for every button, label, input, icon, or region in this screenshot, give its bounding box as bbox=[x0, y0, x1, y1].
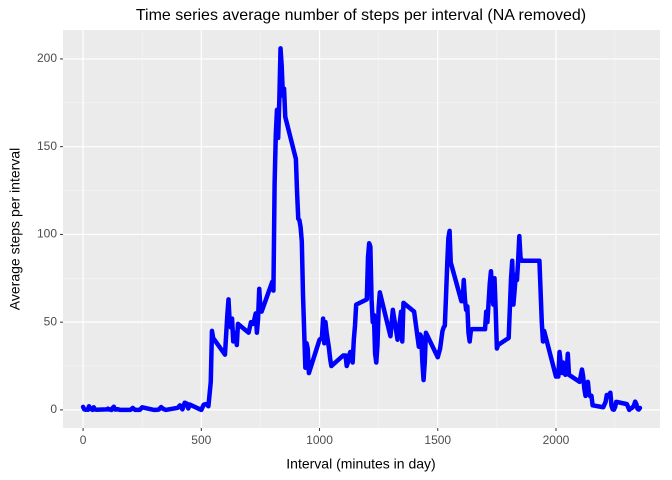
x-tick-label: 1500 bbox=[424, 433, 451, 447]
chart-title: Time series average number of steps per … bbox=[136, 7, 586, 24]
x-tick-label: 2000 bbox=[543, 433, 570, 447]
x-tick-label: 0 bbox=[80, 433, 87, 447]
y-tick-label: 100 bbox=[37, 227, 57, 241]
y-tick-label: 50 bbox=[44, 314, 58, 328]
y-axis-title: Average steps per interval bbox=[7, 148, 23, 310]
x-axis-title: Interval (minutes in day) bbox=[286, 456, 435, 472]
y-tick-label: 150 bbox=[37, 139, 57, 153]
y-tick-label: 200 bbox=[37, 51, 57, 65]
y-tick-label: 0 bbox=[50, 402, 57, 416]
x-tick-label: 1000 bbox=[306, 433, 333, 447]
series-line bbox=[80, 46, 643, 413]
x-tick-label: 500 bbox=[191, 433, 211, 447]
